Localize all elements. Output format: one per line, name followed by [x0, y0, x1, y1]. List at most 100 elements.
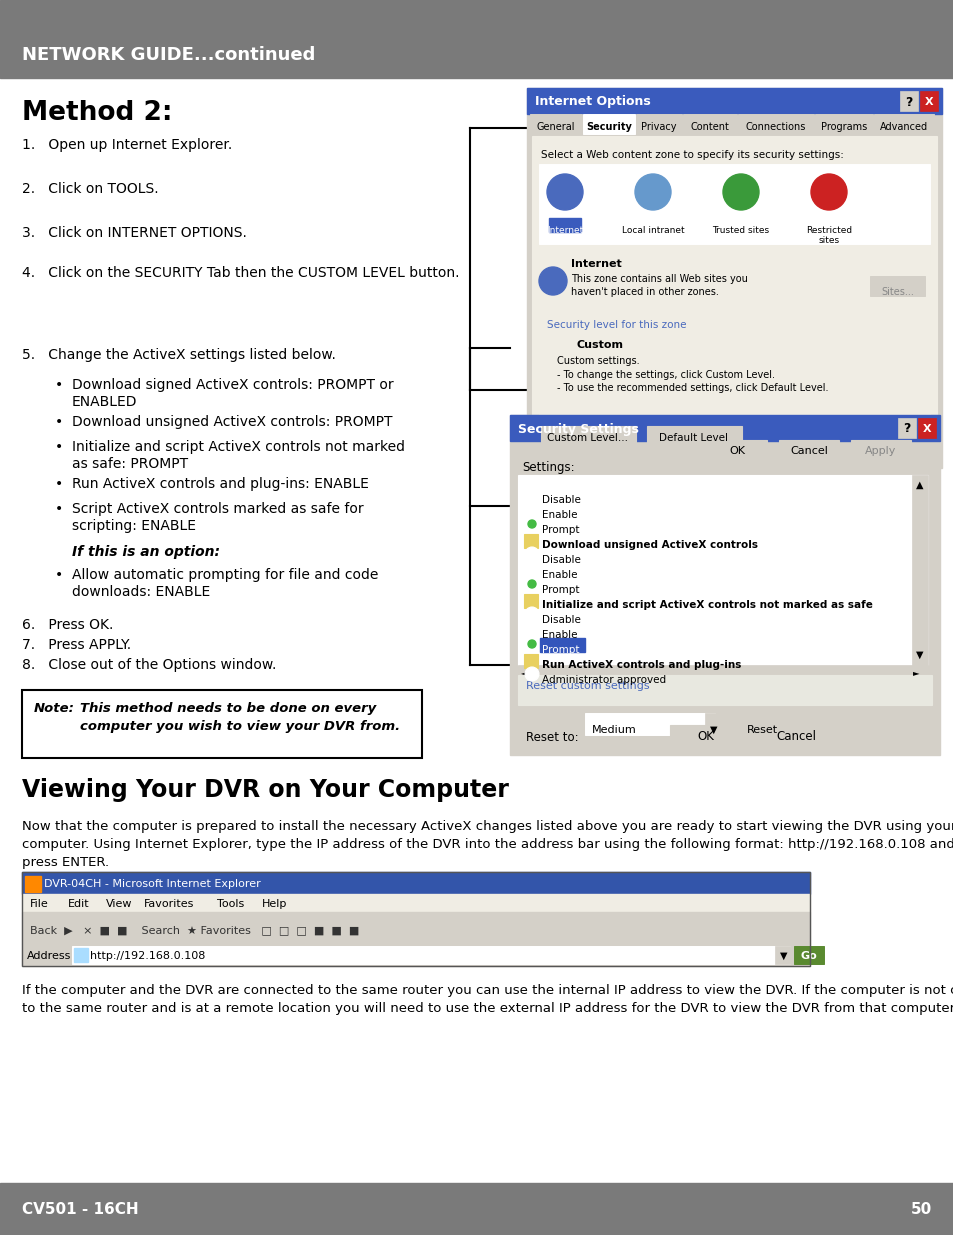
- Text: Prompt: Prompt: [541, 525, 578, 535]
- Text: 3.   Click on INTERNET OPTIONS.: 3. Click on INTERNET OPTIONS.: [22, 226, 247, 240]
- Bar: [582, 114, 635, 135]
- Text: computer you wish to view your DVR from.: computer you wish to view your DVR from.: [80, 720, 399, 734]
- Bar: [636, 114, 681, 132]
- Bar: [523, 594, 537, 608]
- Text: Enable: Enable: [541, 630, 577, 640]
- Bar: [899, 91, 917, 111]
- Text: •: •: [55, 568, 63, 582]
- Text: Enable: Enable: [541, 510, 577, 520]
- Text: Disable: Disable: [541, 495, 580, 505]
- Text: Viewing Your DVR on Your Computer: Viewing Your DVR on Your Computer: [22, 778, 508, 802]
- Bar: [793, 946, 823, 965]
- Text: ENABLED: ENABLED: [71, 395, 137, 409]
- Text: Trusted sites: Trusted sites: [712, 226, 769, 235]
- Bar: [540, 426, 636, 448]
- Bar: [917, 417, 935, 438]
- Bar: [532, 136, 936, 432]
- Circle shape: [524, 667, 538, 680]
- Text: 7.   Press APPLY.: 7. Press APPLY.: [22, 638, 131, 652]
- Text: •: •: [55, 477, 63, 492]
- Circle shape: [524, 501, 538, 516]
- Text: This zone contains all Web sites you: This zone contains all Web sites you: [571, 274, 747, 284]
- Text: Local intranet: Local intranet: [621, 226, 683, 235]
- Text: computer. Using Internet Explorer, type the IP address of the DVR into the addre: computer. Using Internet Explorer, type …: [22, 839, 953, 851]
- Text: OK: OK: [728, 446, 744, 456]
- Text: Method 2:: Method 2:: [22, 100, 172, 126]
- Circle shape: [524, 637, 538, 651]
- Text: If this is an option:: If this is an option:: [71, 545, 220, 559]
- Text: ▼: ▼: [709, 725, 717, 735]
- Text: to the same router and is at a remote location you will need to use the external: to the same router and is at a remote lo…: [22, 1002, 953, 1015]
- Bar: [539, 638, 584, 652]
- Text: Select a Web content zone to specify its security settings:: Select a Web content zone to specify its…: [540, 149, 843, 161]
- Text: Advanced: Advanced: [879, 122, 927, 132]
- Bar: [548, 219, 580, 232]
- Circle shape: [524, 622, 538, 636]
- Text: Restricted
sites: Restricted sites: [805, 226, 851, 246]
- Text: downloads: ENABLE: downloads: ENABLE: [71, 585, 210, 599]
- Bar: [584, 713, 714, 735]
- Text: Privacy: Privacy: [640, 122, 676, 132]
- Circle shape: [810, 174, 846, 210]
- Text: •: •: [55, 415, 63, 429]
- Circle shape: [527, 580, 536, 588]
- Bar: [919, 91, 937, 111]
- Text: scripting: ENABLE: scripting: ENABLE: [71, 519, 195, 534]
- Bar: [22, 690, 421, 758]
- Bar: [538, 164, 929, 245]
- Text: Download unsigned ActiveX controls: PROMPT: Download unsigned ActiveX controls: PROM…: [71, 415, 392, 429]
- Text: This method needs to be done on every: This method needs to be done on every: [80, 701, 375, 715]
- Text: Edit: Edit: [68, 899, 90, 909]
- Text: 8.   Close out of the Options window.: 8. Close out of the Options window.: [22, 658, 276, 672]
- Text: CV501 - 16CH: CV501 - 16CH: [22, 1202, 138, 1216]
- Bar: [523, 655, 537, 668]
- Text: as safe: PROMPT: as safe: PROMPT: [71, 457, 188, 471]
- Text: 2.   Click on TOOLS.: 2. Click on TOOLS.: [22, 182, 158, 196]
- Bar: [71, 946, 789, 965]
- Text: Download signed ActiveX controls: PROMPT or: Download signed ActiveX controls: PROMPT…: [71, 378, 394, 391]
- Bar: [22, 872, 809, 894]
- Text: General: General: [537, 122, 575, 132]
- Text: Security: Security: [585, 122, 631, 132]
- Text: Internet Options: Internet Options: [535, 95, 650, 109]
- Text: - To change the settings, click Custom Level.: - To change the settings, click Custom L…: [557, 370, 774, 380]
- Text: Connections: Connections: [745, 122, 805, 132]
- Bar: [731, 713, 791, 735]
- Circle shape: [524, 606, 538, 621]
- Bar: [911, 475, 927, 664]
- Text: ?: ?: [904, 95, 912, 109]
- Bar: [510, 415, 939, 441]
- Bar: [22, 911, 809, 944]
- Text: ▲: ▲: [915, 480, 923, 490]
- Bar: [704, 713, 722, 735]
- Text: Address: Address: [27, 951, 71, 961]
- Text: DVR-04CH - Microsoft Internet Explorer: DVR-04CH - Microsoft Internet Explorer: [44, 879, 260, 889]
- Bar: [517, 664, 927, 679]
- Bar: [22, 872, 809, 966]
- Text: Prompt: Prompt: [541, 645, 578, 655]
- Text: Now that the computer is prepared to install the necessary ActiveX changes liste: Now that the computer is prepared to ins…: [22, 820, 953, 832]
- Text: Administrator approved: Administrator approved: [541, 676, 665, 685]
- Bar: [517, 676, 931, 705]
- Text: Disable: Disable: [541, 615, 580, 625]
- Text: Prompt: Prompt: [541, 585, 578, 595]
- Text: ►: ►: [912, 668, 919, 678]
- Text: 5.   Change the ActiveX settings listed below.: 5. Change the ActiveX settings listed be…: [22, 348, 335, 362]
- Circle shape: [524, 577, 538, 592]
- Text: Reset custom settings: Reset custom settings: [525, 680, 649, 692]
- Text: •: •: [55, 440, 63, 454]
- Text: Back  ▶   ×  ■  ■    Search  ★ Favorites   □  □  □  ■  ■  ■: Back ▶ × ■ ■ Search ★ Favorites □ □ □ ■ …: [30, 925, 359, 935]
- Circle shape: [722, 174, 759, 210]
- Circle shape: [546, 174, 582, 210]
- Text: Cancel: Cancel: [775, 730, 815, 742]
- Text: NETWORK GUIDE...continued: NETWORK GUIDE...continued: [22, 46, 315, 64]
- Bar: [25, 876, 41, 892]
- Bar: [526, 88, 941, 114]
- Text: 1.   Open up Internet Explorer.: 1. Open up Internet Explorer.: [22, 138, 232, 152]
- Bar: [774, 946, 792, 965]
- Text: Settings:: Settings:: [521, 461, 574, 474]
- Text: Go: Go: [800, 951, 817, 961]
- Text: Disable: Disable: [541, 555, 580, 564]
- Bar: [538, 317, 929, 429]
- Bar: [0, 0, 953, 78]
